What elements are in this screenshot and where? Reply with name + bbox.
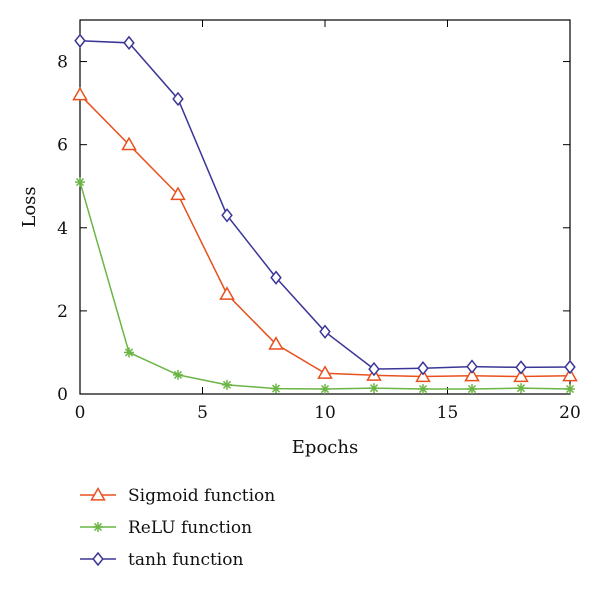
data-point-tanh — [515, 360, 527, 375]
data-point-tanh — [564, 359, 576, 375]
axis-ticks: 0 5 10 15 20 0 2 4 6 8 — [57, 20, 581, 423]
series-line-tanh — [79, 40, 571, 370]
legend-label: ReLU function — [128, 518, 252, 538]
series-layer — [72, 33, 578, 395]
y-tick-label: 0 — [57, 385, 68, 405]
data-point-sigmoid — [219, 286, 235, 300]
legend: Sigmoid function ReLU function tanh functi… — [80, 486, 275, 570]
data-point-tanh — [123, 35, 135, 51]
series-relu — [75, 177, 575, 395]
data-point-relu — [418, 384, 428, 395]
data-point-tanh — [270, 270, 282, 285]
legend-entry-tanh: tanh function — [80, 550, 243, 570]
data-point-relu — [516, 383, 526, 394]
data-point-sigmoid — [317, 365, 333, 379]
legend-label: tanh function — [128, 550, 243, 570]
data-point-tanh — [368, 361, 380, 377]
y-tick-label: 6 — [57, 136, 68, 156]
data-point-tanh — [319, 324, 331, 339]
series-line-relu — [79, 181, 571, 390]
x-tick-label: 5 — [197, 403, 208, 423]
data-point-tanh — [74, 33, 86, 48]
legend-marker — [93, 522, 103, 532]
data-point-tanh — [417, 361, 429, 376]
data-point-sigmoid — [415, 368, 431, 383]
y-tick-label: 4 — [57, 219, 68, 239]
series-tanh — [74, 33, 576, 377]
y-tick-label: 2 — [57, 302, 68, 322]
x-tick-label: 15 — [437, 403, 459, 423]
data-point-sigmoid — [121, 136, 137, 151]
y-tick-label: 8 — [57, 53, 68, 73]
data-point-relu — [369, 383, 379, 394]
data-point-tanh — [466, 359, 478, 374]
data-point-tanh — [221, 208, 233, 223]
data-point-relu — [565, 384, 575, 395]
data-point-relu — [222, 379, 232, 390]
x-tick-label: 0 — [75, 403, 86, 423]
legend-entry-sigmoid: Sigmoid function — [80, 486, 275, 506]
legend-label: Sigmoid function — [128, 486, 275, 506]
legend-entry-relu: ReLU function — [80, 518, 252, 538]
data-point-sigmoid — [72, 86, 88, 101]
data-point-relu — [75, 177, 85, 188]
data-point-relu — [467, 384, 477, 395]
data-point-sigmoid — [513, 368, 529, 383]
data-point-relu — [271, 383, 281, 394]
data-point-sigmoid — [464, 367, 480, 382]
data-point-relu — [320, 384, 330, 395]
data-point-sigmoid — [562, 367, 578, 382]
data-point-sigmoid — [170, 186, 186, 201]
series-sigmoid — [72, 86, 578, 383]
data-point-relu — [124, 347, 134, 358]
y-axis-label: Loss — [19, 186, 40, 227]
x-tick-label: 10 — [314, 403, 336, 423]
data-point-tanh — [172, 91, 184, 107]
x-tick-label: 20 — [559, 403, 581, 423]
x-axis-label: Epochs — [292, 437, 358, 458]
data-point-relu — [173, 369, 183, 380]
data-point-sigmoid — [268, 336, 284, 350]
legend-marker — [90, 486, 106, 501]
legend-marker — [92, 551, 104, 567]
